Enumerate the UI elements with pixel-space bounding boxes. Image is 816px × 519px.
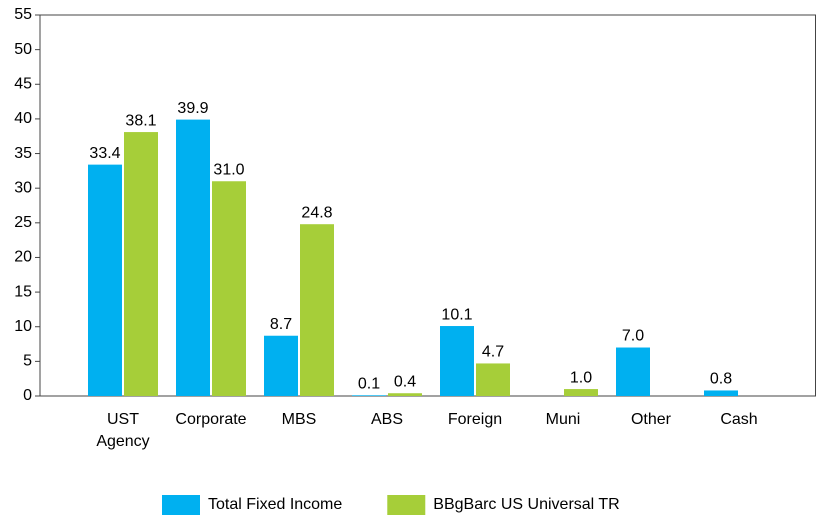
x-tick-label: ABS <box>371 411 403 428</box>
legend-label: Total Fixed Income <box>208 496 342 513</box>
bar <box>476 363 510 396</box>
value-label: 8.7 <box>270 316 292 333</box>
legend-swatch <box>162 495 200 515</box>
value-label: 0.4 <box>394 373 416 390</box>
y-tick-label: 35 <box>14 145 32 162</box>
y-tick-label: 45 <box>14 75 32 92</box>
y-tick-label: 15 <box>14 283 32 300</box>
legend-label: BBgBarc US Universal TR <box>433 496 619 513</box>
y-tick-label: 5 <box>23 353 32 370</box>
y-tick-label: 25 <box>14 214 32 231</box>
y-tick-label: 40 <box>14 110 32 127</box>
bar <box>300 224 334 396</box>
bar <box>564 389 598 396</box>
x-tick-label: UST Agency <box>96 411 149 450</box>
value-label: 39.9 <box>177 100 208 117</box>
bar <box>264 335 298 396</box>
value-label: 1.0 <box>570 369 592 386</box>
y-tick-label: 55 <box>14 6 32 23</box>
y-tick-label: 20 <box>14 249 32 266</box>
value-label: 38.1 <box>125 112 156 129</box>
y-tick-label: 30 <box>14 179 32 196</box>
y-tick-label: 0 <box>23 387 32 404</box>
x-tick-label: Cash <box>720 411 757 428</box>
bar <box>616 347 650 396</box>
value-label: 24.8 <box>301 204 332 221</box>
value-label: 31.0 <box>213 161 244 178</box>
value-label: 10.1 <box>441 306 472 323</box>
value-label: 7.0 <box>622 328 644 345</box>
bar <box>352 395 386 396</box>
bar <box>212 181 246 396</box>
bar <box>176 119 210 397</box>
legend-swatch <box>387 495 426 515</box>
bar <box>440 326 474 396</box>
x-tick-label: MBS <box>282 411 317 428</box>
y-tick-label: 50 <box>14 41 32 58</box>
y-tick-label: 10 <box>14 318 32 335</box>
x-tick-label: Other <box>631 411 672 428</box>
value-label: 4.7 <box>482 344 504 361</box>
x-tick-label: Muni <box>546 411 581 428</box>
value-label: 0.1 <box>358 376 380 393</box>
value-label: 0.8 <box>710 371 732 388</box>
bar <box>88 164 122 396</box>
bar <box>124 132 158 396</box>
x-tick-label: Corporate <box>175 411 246 428</box>
bar <box>704 390 738 396</box>
value-label: 33.4 <box>89 145 120 162</box>
bar <box>388 393 422 396</box>
x-tick-label: Foreign <box>448 411 502 428</box>
